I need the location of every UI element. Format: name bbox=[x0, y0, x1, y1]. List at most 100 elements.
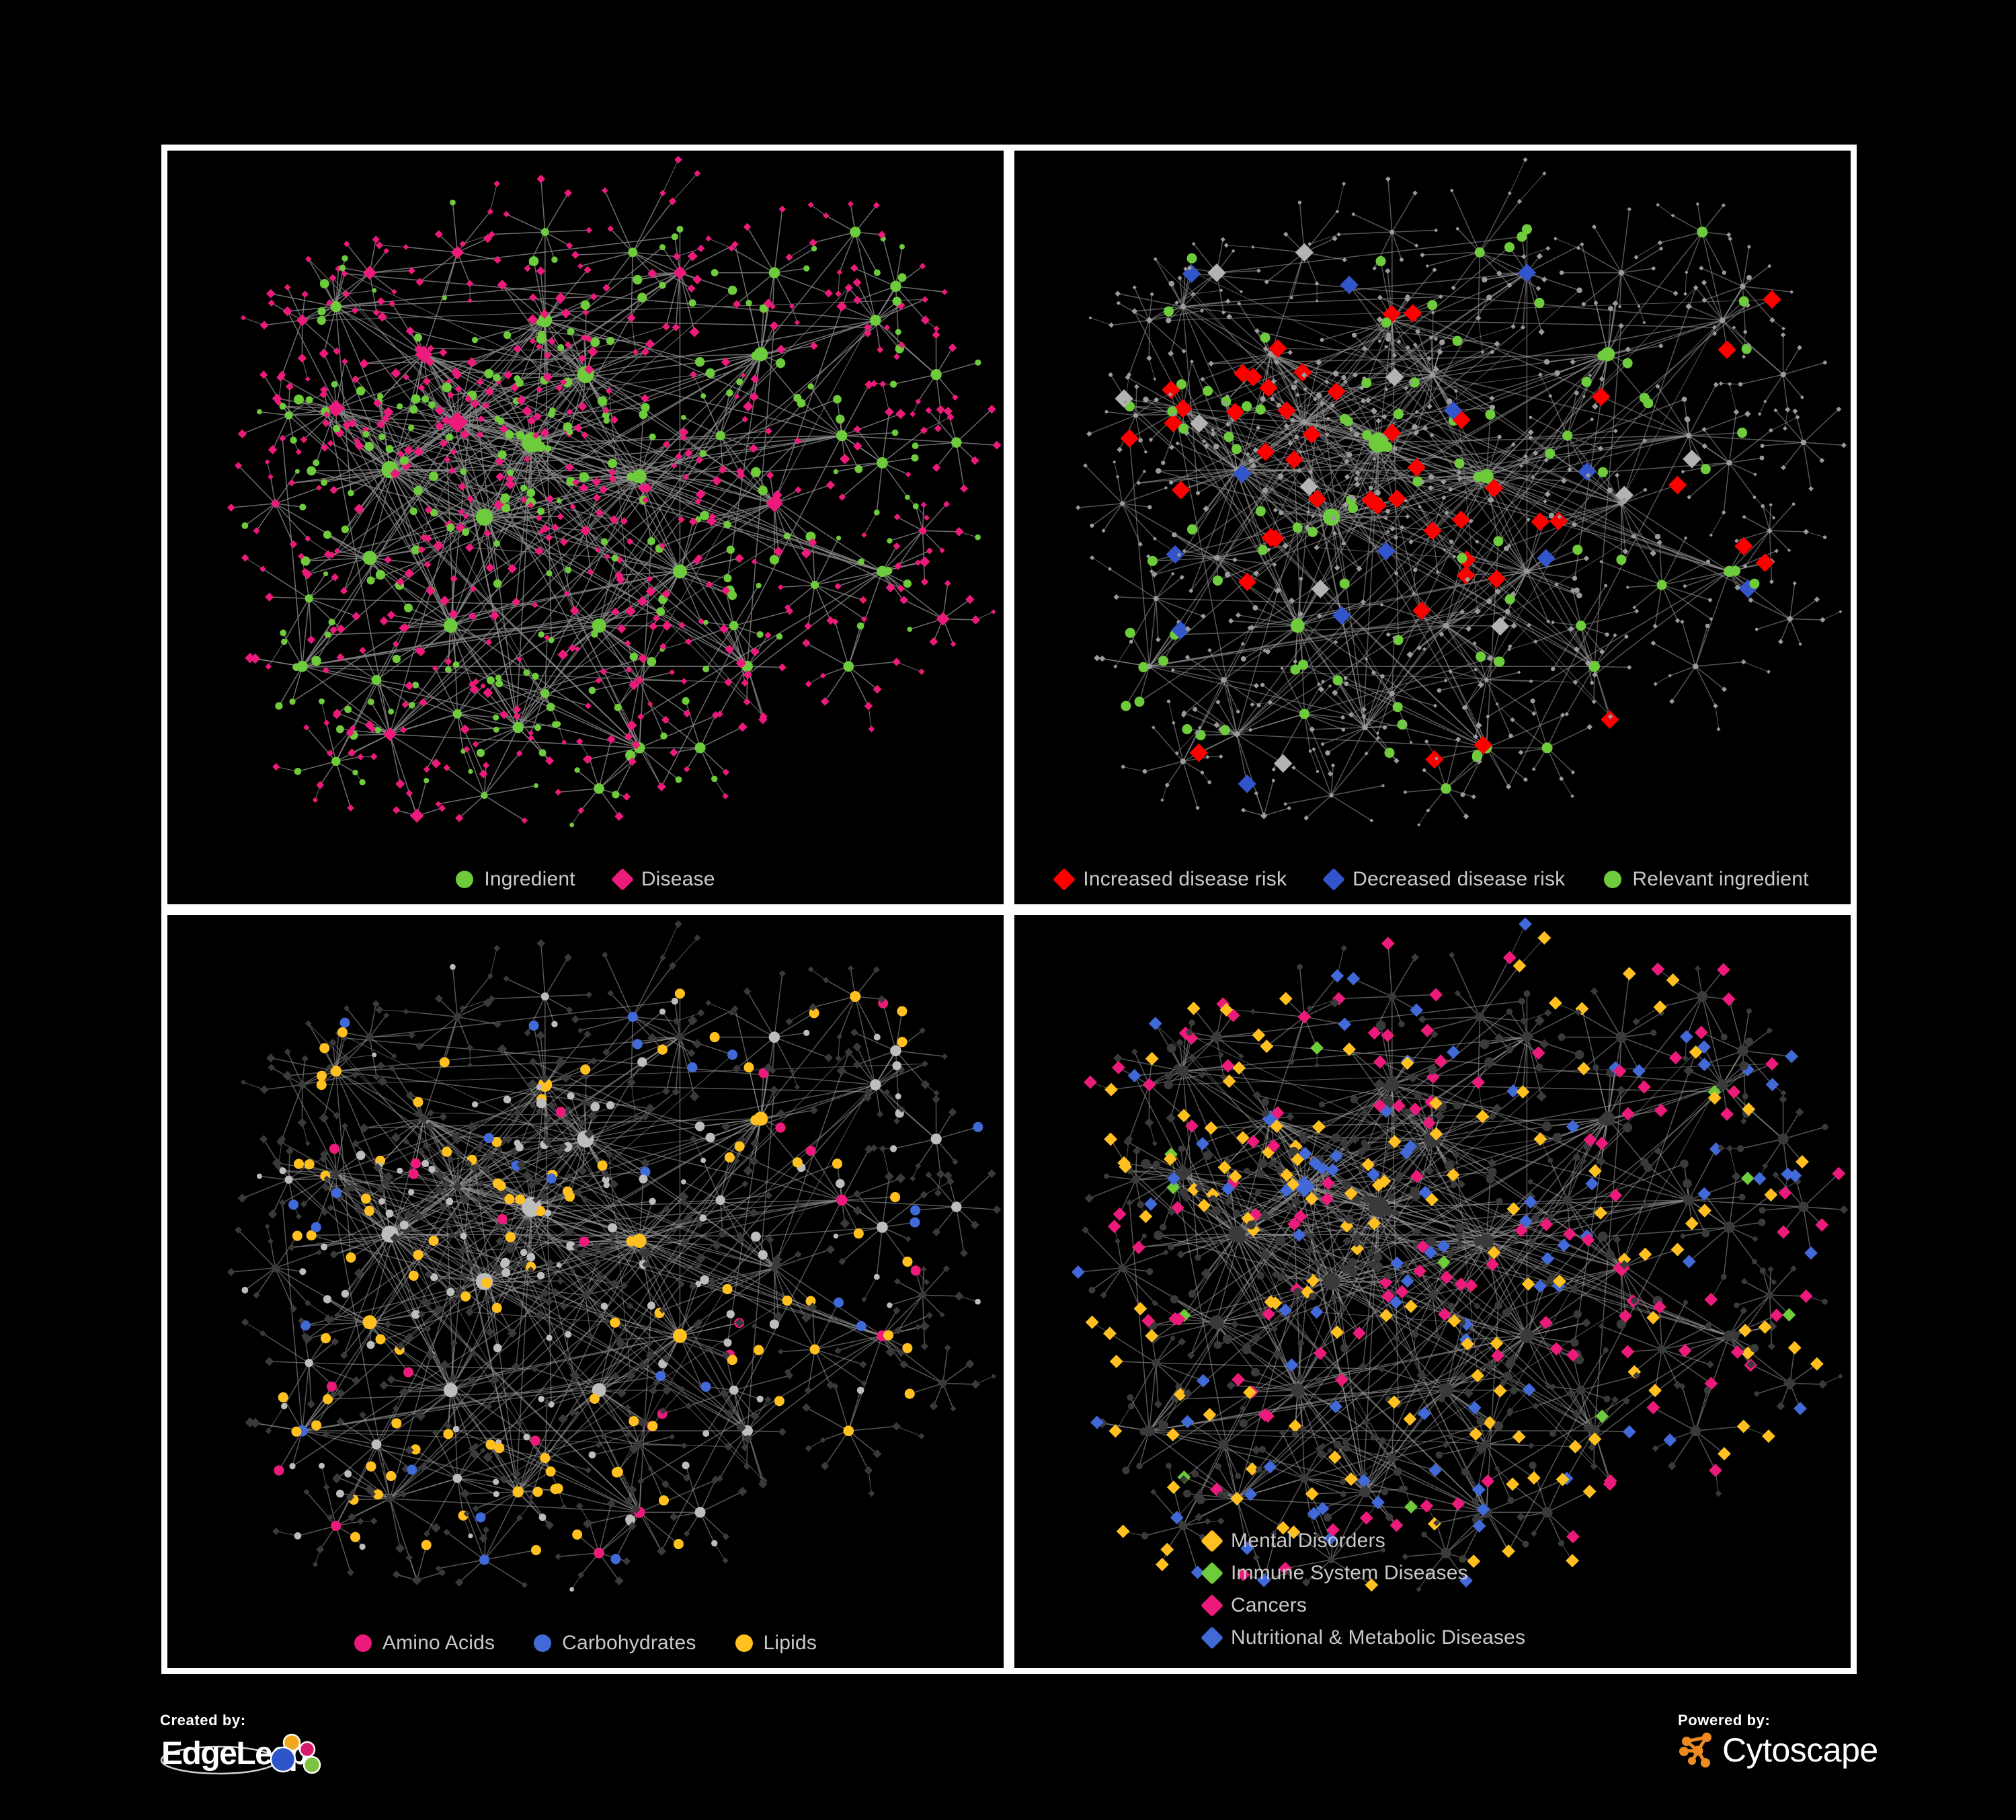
graph-node[interactable] bbox=[1292, 522, 1303, 533]
graph-node[interactable] bbox=[1632, 1064, 1646, 1078]
graph-node[interactable] bbox=[536, 1030, 546, 1040]
graph-node[interactable] bbox=[515, 1193, 526, 1205]
graph-node[interactable] bbox=[1605, 632, 1609, 637]
graph-node[interactable] bbox=[627, 1484, 637, 1495]
graph-node[interactable] bbox=[833, 469, 839, 475]
graph-node[interactable] bbox=[1521, 224, 1532, 235]
graph-node[interactable] bbox=[807, 965, 814, 972]
graph-node[interactable] bbox=[647, 537, 655, 545]
graph-node[interactable] bbox=[1270, 397, 1275, 401]
graph-node[interactable] bbox=[1637, 304, 1641, 309]
graph-node[interactable] bbox=[640, 393, 649, 403]
graph-node[interactable] bbox=[362, 1314, 377, 1329]
graph-node[interactable] bbox=[944, 1344, 951, 1351]
graph-node[interactable] bbox=[1305, 1247, 1314, 1255]
legend-item-immune-system-diseases[interactable]: Immune System Diseases bbox=[1201, 1562, 1468, 1585]
graph-node[interactable] bbox=[929, 637, 938, 646]
graph-node[interactable] bbox=[792, 1156, 803, 1168]
graph-node[interactable] bbox=[1720, 1033, 1728, 1041]
graph-node[interactable] bbox=[695, 489, 706, 500]
graph-node[interactable] bbox=[408, 701, 415, 709]
graph-node[interactable] bbox=[561, 1072, 571, 1082]
panel-disease-category[interactable]: Mental Disorders Immune System Diseases … bbox=[1014, 914, 1851, 1668]
graph-node[interactable] bbox=[1178, 1521, 1188, 1530]
graph-node[interactable] bbox=[289, 1462, 296, 1469]
graph-node[interactable] bbox=[414, 1411, 421, 1418]
graph-node[interactable] bbox=[1224, 571, 1231, 578]
graph-node[interactable] bbox=[1250, 1008, 1256, 1015]
graph-node[interactable] bbox=[1168, 350, 1174, 357]
graph-node[interactable] bbox=[307, 466, 317, 476]
graph-node[interactable] bbox=[376, 1061, 385, 1070]
graph-node[interactable] bbox=[1502, 950, 1517, 964]
graph-node[interactable] bbox=[1769, 1308, 1783, 1322]
graph-node[interactable] bbox=[1225, 1197, 1232, 1205]
graph-node[interactable] bbox=[282, 306, 292, 317]
graph-node[interactable] bbox=[809, 238, 817, 247]
graph-node[interactable] bbox=[1685, 270, 1689, 274]
graph-node[interactable] bbox=[768, 1031, 780, 1043]
graph-node[interactable] bbox=[861, 532, 867, 538]
graph-node[interactable] bbox=[577, 1166, 588, 1175]
legend-item-relevant-ingredient[interactable]: Relevant ingredient bbox=[1604, 869, 1809, 889]
graph-node[interactable] bbox=[466, 280, 474, 288]
graph-node[interactable] bbox=[520, 484, 528, 492]
graph-node[interactable] bbox=[1474, 1236, 1483, 1246]
graph-node[interactable] bbox=[281, 1402, 288, 1409]
graph-node[interactable] bbox=[468, 1376, 477, 1385]
graph-node[interactable] bbox=[805, 1145, 816, 1156]
graph-node[interactable] bbox=[750, 467, 761, 477]
graph-node[interactable] bbox=[442, 382, 452, 393]
graph-node[interactable] bbox=[624, 732, 633, 742]
graph-node[interactable] bbox=[1223, 243, 1229, 248]
graph-node[interactable] bbox=[1680, 619, 1685, 624]
graph-node[interactable] bbox=[1168, 1243, 1175, 1251]
graph-node[interactable] bbox=[523, 1433, 530, 1441]
graph-node[interactable] bbox=[895, 1173, 906, 1183]
graph-node[interactable] bbox=[850, 227, 861, 238]
graph-node[interactable] bbox=[591, 631, 598, 638]
graph-node[interactable] bbox=[1134, 697, 1145, 707]
graph-node[interactable] bbox=[1503, 1371, 1513, 1380]
graph-node[interactable] bbox=[294, 469, 300, 474]
graph-node[interactable] bbox=[1765, 1077, 1779, 1091]
graph-node[interactable] bbox=[494, 1442, 505, 1453]
graph-node[interactable] bbox=[1541, 742, 1553, 754]
graph-node[interactable] bbox=[647, 1465, 653, 1471]
graph-node[interactable] bbox=[535, 1205, 546, 1216]
graph-node[interactable] bbox=[477, 1179, 485, 1187]
graph-node[interactable] bbox=[1408, 1072, 1418, 1083]
graph-node[interactable] bbox=[910, 1217, 920, 1228]
graph-node[interactable] bbox=[1424, 1166, 1435, 1175]
graph-node[interactable] bbox=[536, 1083, 542, 1090]
graph-node[interactable] bbox=[694, 356, 705, 367]
graph-node[interactable] bbox=[853, 425, 862, 434]
graph-node[interactable] bbox=[1348, 503, 1359, 514]
graph-node[interactable] bbox=[259, 370, 268, 379]
graph-node[interactable] bbox=[1443, 678, 1448, 683]
graph-node[interactable] bbox=[316, 1545, 325, 1554]
graph-node[interactable] bbox=[1170, 1335, 1176, 1341]
graph-node[interactable] bbox=[565, 1331, 572, 1338]
graph-node[interactable] bbox=[1136, 1462, 1143, 1469]
graph-node[interactable] bbox=[933, 1089, 940, 1096]
graph-node[interactable] bbox=[1752, 1171, 1767, 1185]
graph-node[interactable] bbox=[1562, 430, 1573, 441]
graph-node[interactable] bbox=[1213, 555, 1220, 561]
graph-node[interactable] bbox=[1225, 299, 1231, 304]
graph-node[interactable] bbox=[807, 202, 814, 208]
graph-node[interactable] bbox=[555, 789, 562, 796]
graph-node[interactable] bbox=[640, 1158, 649, 1167]
graph-node[interactable] bbox=[1179, 1474, 1188, 1484]
graph-node[interactable] bbox=[895, 329, 901, 335]
graph-node[interactable] bbox=[879, 381, 887, 388]
graph-node[interactable] bbox=[1452, 335, 1463, 346]
graph-node[interactable] bbox=[319, 278, 329, 288]
graph-node[interactable] bbox=[1507, 1496, 1515, 1504]
graph-node[interactable] bbox=[657, 782, 666, 792]
graph-node[interactable] bbox=[1384, 387, 1389, 392]
graph-node[interactable] bbox=[323, 530, 332, 539]
graph-node[interactable] bbox=[626, 719, 637, 731]
graph-node[interactable] bbox=[705, 1132, 715, 1142]
graph-node[interactable] bbox=[360, 1193, 371, 1203]
